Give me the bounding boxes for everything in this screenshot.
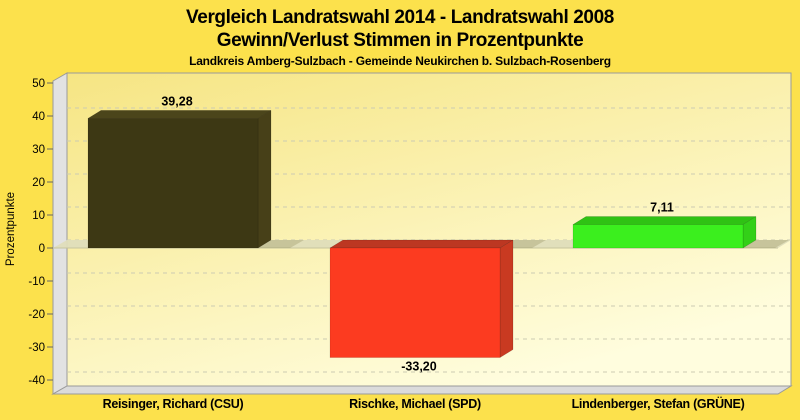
y-tick-label: 10 [32, 210, 45, 222]
bar-top-face-grune [572, 216, 757, 225]
plot-floor [51, 385, 793, 395]
y-axis-title: Prozentpunkte [5, 192, 17, 266]
bar-front-face-csu [87, 118, 259, 249]
y-tick-label: 50 [32, 78, 45, 90]
bar-top-face-spd [329, 239, 514, 249]
bar-front-face-grune [572, 224, 744, 249]
bar-value-label: 39,28 [161, 94, 192, 108]
bar-side-face-csu [257, 109, 272, 249]
category-label: Lindenberger, Stefan (GRÜNE) [572, 396, 745, 411]
bar-shadow-grune [743, 240, 789, 248]
chart-subtitle: Landkreis Amberg-Sulzbach - Gemeinde Neu… [189, 54, 611, 68]
bar-grune [572, 216, 757, 249]
y-tick-label: -40 [28, 375, 45, 387]
y-tick-label: 30 [32, 144, 45, 156]
bar-shadow-csu [258, 240, 304, 248]
chart-title-line1: Vergleich Landratswahl 2014 - Landratswa… [186, 7, 614, 28]
bar-spd [329, 239, 514, 359]
y-tick-label: -20 [28, 309, 45, 321]
chart-title-line2: Gewinn/Verlust Stimmen in Prozentpunkte [216, 30, 584, 51]
y-tick-label: 20 [32, 177, 45, 189]
bar-top-face-csu [87, 110, 272, 119]
bar-side-face-spd [499, 239, 514, 359]
y-tick-label: -30 [28, 342, 45, 354]
bar-value-label: 7,11 [650, 201, 674, 215]
y-tick-label: -10 [28, 276, 45, 288]
bar-front-face-spd [329, 247, 501, 358]
category-label: Rischke, Michael (SPD) [349, 397, 481, 411]
bar-value-label: -33,20 [401, 360, 436, 374]
category-label: Reisinger, Richard (CSU) [103, 397, 244, 411]
y-tick-label: 0 [39, 243, 45, 255]
y-tick-label: 40 [32, 111, 45, 123]
plot-left-wall [52, 72, 68, 395]
bar-csu [87, 109, 272, 249]
